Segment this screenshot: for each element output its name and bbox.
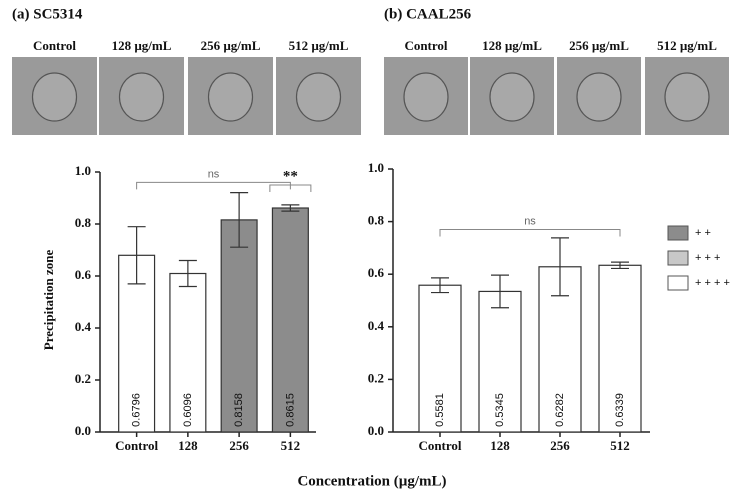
error-bar (127, 226, 146, 285)
y-tick-label: 0.0 (75, 423, 91, 438)
significance-bracket (269, 184, 312, 192)
image-label: 256 µg/mL (569, 38, 629, 53)
colony (295, 72, 342, 122)
y-tick-label: 0.2 (75, 371, 91, 386)
colony (118, 72, 165, 122)
bar (418, 284, 462, 433)
y-tick-label: 0.8 (368, 213, 385, 228)
error-bar (178, 259, 197, 288)
legend-swatch (667, 275, 689, 291)
image-label: 512 µg/mL (657, 38, 717, 53)
bar (220, 219, 258, 433)
legend-swatch (667, 225, 689, 241)
y-tick-label: 0.6 (75, 267, 92, 282)
x-tick-label: 128 (178, 438, 198, 453)
significance-label: ns (524, 215, 536, 227)
y-tick-label: 0.6 (368, 265, 385, 280)
y-tick-label: 0.8 (75, 215, 92, 230)
value-label: 0.5581 (434, 393, 446, 427)
significance-label: ns (208, 168, 220, 180)
legend-swatch (667, 250, 689, 266)
y-tick-label: 0.2 (368, 370, 384, 385)
colony (489, 72, 535, 122)
bar (271, 207, 309, 433)
image-label: 256 µg/mL (201, 38, 261, 53)
image-label: Control (33, 38, 76, 53)
value-label: 0.6282 (554, 393, 566, 427)
y-tick-label: 1.0 (75, 163, 91, 178)
error-bar (611, 261, 629, 270)
image-label: 128 µg/mL (482, 38, 542, 53)
bar (598, 264, 642, 433)
x-tick-label: 128 (490, 438, 510, 453)
error-bar (491, 274, 509, 309)
x-axis-label: Concentration (µg/mL) (297, 473, 446, 489)
y-axis-label: Precipitation zone (41, 250, 56, 351)
error-bar (230, 191, 249, 248)
colony (664, 72, 710, 122)
legend-label: + + + (695, 252, 720, 264)
value-label: 0.8615 (284, 393, 296, 427)
error-bar (431, 277, 449, 294)
significance-bracket (439, 228, 621, 237)
error-bar (281, 204, 300, 212)
error-bar (551, 237, 569, 297)
value-label: 0.6339 (614, 393, 626, 427)
chart-title: (b) CAAL256 (384, 6, 472, 22)
x-tick-label: 512 (610, 438, 630, 453)
x-tick-label: Control (115, 438, 158, 453)
colony (207, 72, 254, 122)
y-tick-label: 1.0 (368, 160, 384, 175)
colony (403, 72, 449, 122)
bar (169, 272, 207, 433)
value-label: 0.5345 (494, 393, 506, 427)
legend-label: + + + + (695, 277, 730, 289)
significance-bracket (136, 181, 291, 190)
x-tick-label: 256 (229, 438, 249, 453)
value-label: 0.8158 (233, 393, 245, 427)
significance-label: ** (283, 168, 298, 184)
value-label: 0.6096 (182, 393, 194, 427)
x-tick-label: 512 (281, 438, 301, 453)
y-tick-label: 0.0 (368, 423, 384, 438)
legend-label: + + (695, 227, 711, 239)
colony (576, 72, 622, 122)
y-tick-label: 0.4 (368, 318, 385, 333)
image-label: 128 µg/mL (112, 38, 172, 53)
image-label: Control (404, 38, 447, 53)
x-tick-label: 256 (550, 438, 570, 453)
x-tick-label: Control (418, 438, 461, 453)
chart-title: (a) SC5314 (12, 6, 83, 22)
value-label: 0.6796 (131, 393, 143, 427)
image-label: 512 µg/mL (289, 38, 349, 53)
y-tick-label: 0.4 (75, 319, 92, 334)
colony (31, 72, 78, 122)
